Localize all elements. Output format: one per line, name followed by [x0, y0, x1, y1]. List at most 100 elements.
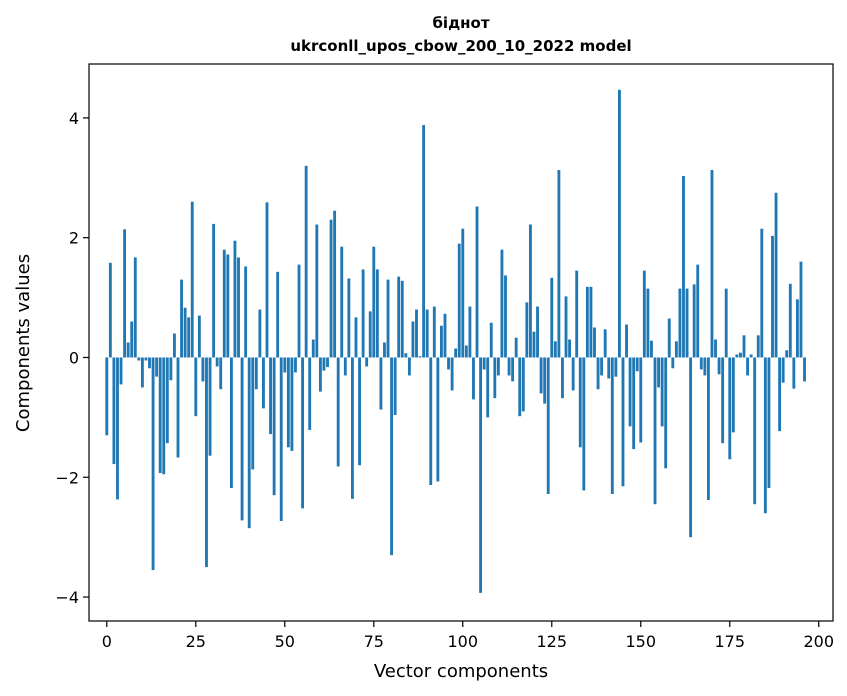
bar [133, 257, 137, 358]
bar [706, 357, 710, 501]
bar [137, 357, 141, 361]
bar [696, 264, 700, 358]
bar [108, 262, 112, 358]
bar [301, 357, 305, 509]
bar [336, 357, 340, 467]
bar [571, 357, 575, 391]
bar [219, 357, 223, 390]
bar [383, 342, 386, 358]
bar [347, 278, 351, 358]
y-tick-label: −2 [55, 468, 79, 487]
bar [169, 357, 173, 381]
bar [222, 249, 226, 358]
bar [247, 357, 251, 529]
bar [304, 165, 308, 358]
bar [671, 357, 675, 369]
bar [162, 357, 166, 475]
bar [190, 201, 194, 358]
y-tick-label: 2 [69, 229, 79, 248]
bar [457, 243, 461, 358]
bar [212, 223, 216, 358]
bar [753, 357, 757, 505]
bar [543, 357, 547, 404]
bar [390, 357, 394, 556]
bars-group [105, 89, 806, 593]
bar [507, 357, 511, 376]
bar [504, 275, 507, 358]
bar [674, 341, 678, 358]
y-axis-ticks: −4 −2 0 2 4 [55, 109, 89, 607]
bar [699, 357, 703, 370]
bar [714, 339, 717, 358]
bar [589, 286, 593, 358]
bar [788, 283, 792, 358]
bar [781, 357, 785, 383]
bar [582, 357, 586, 491]
bar [155, 357, 159, 377]
bar [397, 276, 401, 358]
bar [329, 219, 333, 358]
bar [461, 228, 465, 358]
bar [308, 357, 312, 430]
bar [625, 324, 628, 358]
bar [187, 317, 191, 358]
bar [318, 357, 322, 392]
chart-title: біднот [432, 14, 489, 32]
chart-subtitle: ukrconll_upos_cbow_200_10_2022 model [290, 37, 631, 55]
bar [742, 335, 746, 358]
bar [468, 306, 472, 358]
bar [240, 357, 244, 521]
bar [799, 261, 803, 358]
bar [276, 271, 280, 358]
bar [557, 170, 561, 358]
bar [600, 357, 604, 376]
bar [375, 269, 379, 358]
bar [297, 264, 301, 358]
bar [596, 357, 600, 390]
bar [511, 357, 515, 382]
bar [372, 246, 376, 358]
x-tick-label: 25 [186, 632, 206, 651]
y-tick-label: 0 [69, 348, 79, 367]
x-tick-label: 125 [537, 632, 568, 651]
bar [262, 357, 265, 409]
bar [539, 357, 543, 394]
bar [660, 357, 664, 427]
bar [724, 288, 728, 358]
bar [646, 288, 650, 358]
bar [717, 357, 721, 375]
x-tick-label: 0 [102, 632, 112, 651]
bar [532, 331, 536, 358]
bar [126, 342, 130, 358]
bar [692, 284, 696, 358]
bar [518, 357, 522, 417]
bar [443, 313, 447, 358]
bar [290, 357, 294, 451]
bar [432, 306, 436, 358]
bar [760, 228, 764, 358]
bar [657, 357, 660, 388]
bar [208, 357, 212, 456]
bar [140, 357, 144, 388]
bar [756, 335, 760, 358]
bar [496, 357, 500, 376]
bar [486, 357, 490, 418]
bar [165, 357, 169, 444]
bar [425, 309, 429, 358]
bar [116, 357, 119, 500]
bar [440, 325, 443, 358]
bar [774, 192, 778, 358]
bar [739, 352, 742, 358]
bar [667, 318, 671, 358]
plot-frame [88, 63, 834, 622]
bar [632, 357, 636, 450]
bar [642, 270, 646, 358]
bar [244, 266, 248, 358]
bar [735, 354, 739, 358]
bar [749, 354, 753, 358]
bar [682, 176, 685, 358]
bar [785, 350, 789, 358]
y-tick-label: 4 [69, 109, 79, 128]
bar [795, 299, 799, 358]
